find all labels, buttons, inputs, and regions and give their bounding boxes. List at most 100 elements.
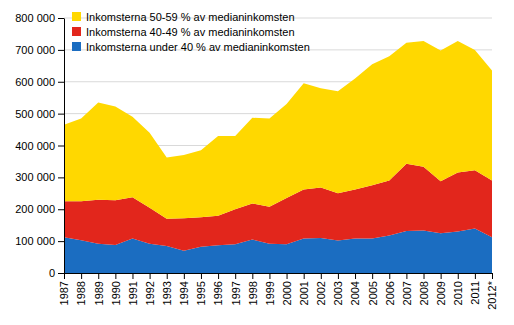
x-tick-label: 2000 (281, 281, 293, 305)
legend-label: Inkomsterna under 40 % av medianinkomste… (86, 41, 310, 53)
x-tick-label: 2011 (469, 281, 481, 305)
y-tick: 800 000 (15, 12, 64, 24)
x-tick: 2002 (315, 273, 327, 305)
x-tick: 1997 (230, 273, 242, 305)
y-axis-line (64, 19, 65, 274)
y-tick: 500 000 (15, 108, 64, 120)
x-tick-label: 2004 (349, 281, 361, 305)
x-tick: 1998 (247, 273, 259, 305)
x-tick-mark (201, 273, 202, 279)
x-tick-label: 1990 (110, 281, 122, 305)
y-tick-mark (58, 209, 64, 210)
y-tick-label: 0 (49, 267, 55, 279)
x-tick-mark (492, 273, 493, 279)
y-tick: 300 000 (15, 171, 64, 183)
x-tick-label: 1999 (264, 281, 276, 305)
x-tick: 2008 (418, 273, 430, 305)
y-tick-label: 500 000 (15, 108, 55, 120)
x-tick-mark (98, 273, 99, 279)
x-tick: 2009 (435, 273, 447, 305)
y-tick-label: 100 000 (15, 235, 55, 247)
y-tick-label: 400 000 (15, 140, 55, 152)
x-tick-mark (252, 273, 253, 279)
legend-label: Inkomsterna 40-49 % av medianinkomsten (86, 26, 295, 38)
x-tick: 1992 (144, 273, 156, 305)
y-tick-label: 300 000 (15, 171, 55, 183)
y-axis: 0 100 000 200 000 300 000 400 000 500 000 600 … (15, 12, 64, 279)
x-tick: 2012* (486, 273, 498, 310)
x-tick-label: 2005 (367, 281, 379, 305)
y-tick-label: 600 000 (15, 76, 55, 88)
x-tick-label: 1989 (93, 281, 105, 305)
x-tick-mark (355, 273, 356, 279)
x-tick: 1990 (110, 273, 122, 305)
y-tick-mark (58, 82, 64, 83)
x-axis: 1987 1988 1989 1990 1991 1992 1993 1994 1995 1996… (58, 273, 498, 310)
x-tick-mark (150, 273, 151, 279)
y-tick-mark (58, 18, 64, 19)
x-tick-mark (64, 273, 65, 279)
x-tick-mark (81, 273, 82, 279)
x-tick-mark (389, 273, 390, 279)
x-tick-mark (167, 273, 168, 279)
y-tick-mark (58, 114, 64, 115)
y-tick: 0 (49, 267, 64, 279)
x-tick-mark (475, 273, 476, 279)
x-tick: 1989 (93, 273, 105, 305)
x-tick-mark (269, 273, 270, 279)
x-tick-label: 1987 (58, 281, 70, 305)
legend-swatch (72, 12, 81, 21)
legend-swatch (72, 27, 81, 36)
x-tick-mark (338, 273, 339, 279)
x-tick: 2001 (298, 273, 310, 305)
x-tick-mark (321, 273, 322, 279)
x-tick-label: 2010 (452, 281, 464, 305)
x-tick-mark (287, 273, 288, 279)
grid (64, 18, 492, 273)
x-tick-mark (441, 273, 442, 279)
y-tick: 100 000 (15, 235, 64, 247)
x-tick: 1987 (58, 273, 70, 305)
x-tick-mark (406, 273, 407, 279)
chart: 0 100 000 200 000 300 000 400 000 500 000 600 … (0, 0, 514, 325)
x-tick-mark (458, 273, 459, 279)
x-axis-line (65, 273, 493, 274)
x-tick: 2005 (367, 273, 379, 305)
y-tick-mark (58, 273, 64, 274)
x-tick-label: 2007 (401, 281, 413, 305)
x-tick-label: 2002 (315, 281, 327, 305)
y-tick: 200 000 (15, 203, 64, 215)
legend: Inkomsterna 50-59 % av medianinkomsten In… (72, 11, 310, 53)
x-tick: 1993 (161, 273, 173, 305)
x-tick-label: 2006 (384, 281, 396, 305)
x-tick-label: 1993 (161, 281, 173, 305)
x-tick: 2004 (349, 273, 361, 305)
y-tick-label: 700 000 (15, 44, 55, 56)
x-tick-mark (304, 273, 305, 279)
x-tick-label: 1994 (178, 281, 190, 305)
x-tick: 1999 (264, 273, 276, 305)
legend-label: Inkomsterna 50-59 % av medianinkomsten (86, 11, 295, 23)
x-tick-mark (218, 273, 219, 279)
x-tick-label: 1998 (247, 281, 259, 305)
y-tick-mark (58, 241, 64, 242)
x-tick-mark (372, 273, 373, 279)
x-tick-mark (115, 273, 116, 279)
x-tick-label: 2008 (418, 281, 430, 305)
x-tick-label: 1996 (212, 281, 224, 305)
plot-area (64, 41, 492, 273)
x-tick-label: 1988 (75, 281, 87, 305)
x-tick: 1991 (127, 273, 139, 305)
x-tick-mark (424, 273, 425, 279)
x-tick-label: 1992 (144, 281, 156, 305)
y-tick: 600 000 (15, 76, 64, 88)
x-tick-label: 2009 (435, 281, 447, 305)
x-tick-label: 2001 (298, 281, 310, 305)
y-tick-label: 200 000 (15, 203, 55, 215)
x-tick-label: 1995 (195, 281, 207, 305)
x-tick: 2000 (281, 273, 293, 305)
y-tick: 700 000 (15, 44, 64, 56)
x-tick-mark (184, 273, 185, 279)
x-tick-label: 1991 (127, 281, 139, 305)
x-tick-label: 1997 (230, 281, 242, 305)
